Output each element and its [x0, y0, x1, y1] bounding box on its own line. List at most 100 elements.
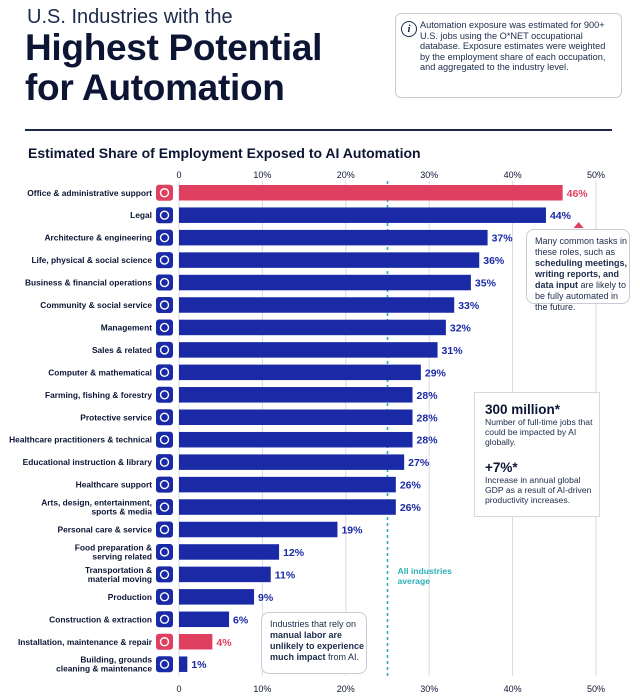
dollar-icon-glyph — [159, 277, 170, 288]
value-label-construction-extraction: 6% — [233, 614, 249, 626]
stat-gdp-text: Increase in annual global GDP as a resul… — [485, 475, 592, 505]
briefcase-icon-glyph — [159, 188, 170, 198]
main-title: Highest Potential for Automation — [25, 28, 322, 108]
value-label-architecture-engineering: 37% — [492, 233, 514, 245]
value-label-legal: 44% — [550, 210, 572, 222]
cash-register-icon — [156, 341, 173, 358]
chart-title: Estimated Share of Employment Exposed to… — [28, 145, 421, 161]
dollar-icon — [156, 274, 173, 291]
value-label-sales-related: 31% — [442, 345, 464, 357]
scissors-icon — [156, 521, 173, 538]
org-chart-icon-glyph — [159, 322, 170, 333]
bar-sales-related — [179, 342, 438, 358]
value-label-installation-maintenance-repair: 4% — [216, 637, 232, 649]
factory-icon-glyph — [159, 592, 170, 602]
category-label-arts-design-entertainment-sports-media-line-2: sports & media — [91, 507, 152, 517]
stat-jobs-text: Number of full-time jobs that could be i… — [485, 417, 593, 447]
category-label-educational-instruction-library: Educational instruction & library — [23, 457, 153, 467]
bar-construction-extraction — [179, 611, 230, 628]
bar-farming-fishing-forestry — [179, 387, 413, 403]
truck-icon-glyph — [159, 569, 170, 580]
excavator-icon — [156, 611, 173, 628]
value-label-computer-mathematical: 29% — [425, 367, 447, 379]
gavel-icon-glyph — [159, 210, 170, 220]
graduation-cap-icon-glyph — [159, 457, 170, 467]
x-tick-label-bottom: 50% — [587, 684, 605, 694]
x-tick-label-top: 40% — [504, 170, 522, 180]
bar-protective-service — [179, 409, 413, 425]
x-tick-label-top: 0 — [176, 170, 181, 180]
x-tick-label-bottom: 40% — [504, 684, 522, 694]
value-label-management: 32% — [450, 322, 472, 334]
bar-transportation-material-moving — [179, 566, 271, 583]
x-tick-label-top: 10% — [253, 170, 271, 180]
category-label-food-preparation-serving-related-line-1: Food preparation & — [75, 542, 152, 552]
stats-box: 300 million* Number of full-time jobs th… — [474, 392, 600, 517]
bar-community-social-service — [179, 297, 455, 313]
value-label-building-grounds-cleaning-maintenance: 1% — [191, 659, 207, 671]
value-label-educational-instruction-library: 27% — [408, 457, 430, 469]
briefcase-icon — [156, 184, 173, 201]
value-label-protective-service: 28% — [417, 412, 439, 424]
broom-icon — [156, 656, 173, 673]
drama-masks-icon-glyph — [159, 502, 170, 512]
bar-personal-care-service — [179, 521, 338, 538]
category-label-building-grounds-cleaning-maintenance-line-2: cleaning & maintenance — [56, 664, 152, 674]
truck-icon — [156, 566, 173, 583]
value-label-healthcare-support: 26% — [400, 480, 422, 492]
stat-gdp-value: +7%* — [485, 460, 518, 475]
info-icon: i — [401, 21, 417, 37]
value-label-production: 9% — [258, 592, 274, 604]
category-label-life-physical-social-science: Life, physical & social science — [31, 255, 152, 265]
category-label-transportation-material-moving-line-1: Transportation & — [85, 565, 152, 575]
drama-masks-icon — [156, 499, 173, 516]
category-label-architecture-engineering: Architecture & engineering — [44, 233, 152, 243]
value-label-personal-care-service: 19% — [341, 525, 363, 537]
bar-architecture-engineering — [179, 229, 488, 246]
people-icon-glyph — [159, 300, 170, 310]
category-label-office-administrative-support: Office & administrative support — [27, 188, 152, 198]
category-label-farming-fishing-forestry: Farming, fishing & forestry — [45, 390, 152, 400]
food-icon-glyph — [159, 547, 170, 557]
people-icon — [156, 297, 173, 313]
gear-icon — [156, 364, 173, 381]
callout-manual-labor: Industries that rely on manual labor are… — [261, 612, 367, 674]
value-label-community-social-service: 33% — [458, 300, 480, 312]
bar-business-financial-operations — [179, 274, 471, 291]
value-label-office-administrative-support: 46% — [567, 188, 589, 200]
food-icon — [156, 543, 173, 560]
value-label-business-financial-operations: 35% — [475, 278, 497, 290]
callout-pointer-top — [573, 222, 584, 228]
category-label-management: Management — [101, 322, 152, 332]
category-label-computer-mathematical: Computer & mathematical — [48, 367, 152, 377]
stat-jobs-value: 300 million* — [485, 402, 561, 417]
bar-legal — [179, 207, 546, 223]
header-divider — [25, 129, 612, 131]
building-icon-glyph — [159, 232, 170, 243]
atom-icon — [156, 252, 173, 269]
methodology-note — [395, 13, 622, 98]
bar-healthcare-practitioners-technical — [179, 431, 413, 448]
cash-register-icon-glyph — [159, 345, 170, 355]
lock-icon — [156, 409, 173, 426]
callout-office-tasks: Many common tasks in these roles, such a… — [526, 229, 630, 312]
category-label-arts-design-entertainment-sports-media-line-1: Arts, design, entertainment, — [41, 498, 152, 508]
value-label-healthcare-practitioners-technical: 28% — [417, 435, 439, 447]
scissors-icon-glyph — [159, 524, 170, 535]
bar-arts-design-entertainment-sports-media — [179, 499, 396, 515]
excavator-icon-glyph — [159, 614, 170, 624]
category-label-production: Production — [108, 592, 152, 602]
category-label-food-preparation-serving-related-line-2: serving related — [92, 551, 152, 561]
leaf-icon-glyph — [159, 390, 170, 400]
wrench-icon — [156, 633, 173, 650]
pre-title: U.S. Industries with the — [27, 6, 233, 28]
x-tick-label-bottom: 30% — [420, 684, 438, 694]
gear-icon-glyph — [159, 367, 170, 378]
callout-office-bold: scheduling meetings, writing reports, an… — [535, 258, 628, 290]
category-label-legal: Legal — [130, 210, 152, 220]
bar-management — [179, 319, 446, 336]
value-label-arts-design-entertainment-sports-media: 26% — [400, 502, 422, 514]
category-label-business-financial-operations: Business & financial operations — [25, 278, 152, 288]
value-label-food-preparation-serving-related: 12% — [283, 547, 305, 559]
